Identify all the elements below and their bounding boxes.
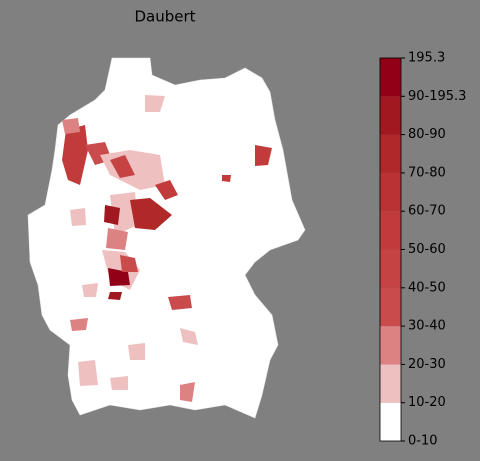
- legend-swatch: [380, 287, 401, 327]
- regions: [62, 95, 272, 402]
- country-outline: [27, 57, 306, 419]
- region: [130, 198, 172, 230]
- region: [104, 205, 120, 225]
- region: [110, 155, 135, 178]
- region: [62, 125, 88, 185]
- region: [70, 318, 88, 331]
- region: [120, 255, 138, 272]
- region: [78, 360, 98, 386]
- region: [108, 268, 130, 286]
- legend-label: 70-80: [408, 165, 446, 180]
- region: [62, 118, 80, 134]
- region: [255, 145, 272, 166]
- legend-swatch: [380, 211, 401, 250]
- legend-label: 60-70: [408, 204, 446, 219]
- region: [110, 376, 128, 390]
- legend-label: 195.3: [408, 51, 445, 66]
- legend-label: 80-90: [408, 127, 446, 142]
- legend-swatch: [380, 402, 401, 441]
- region: [108, 292, 122, 300]
- legend-swatch: [380, 134, 401, 173]
- legend-swatch: [380, 172, 401, 212]
- legend-swatch: [380, 364, 401, 403]
- map: [27, 57, 306, 419]
- legend-label: 30-40: [408, 319, 446, 334]
- region: [106, 228, 128, 250]
- legend-label: 90-195.3: [408, 89, 466, 104]
- legend-swatch: [380, 249, 401, 288]
- region: [180, 382, 195, 402]
- legend-swatch: [380, 326, 401, 365]
- map-title: Daubert: [134, 8, 195, 26]
- region: [222, 175, 231, 182]
- region: [128, 343, 145, 360]
- region: [168, 295, 192, 310]
- legend-label: 10-20: [408, 395, 446, 410]
- legend: 0-10 10-20 20-30 30-40 40-50 50-60 60-70 70-80 8…: [379, 51, 466, 449]
- legend-label: 40-50: [408, 280, 446, 295]
- legend-label: 50-60: [408, 242, 446, 257]
- region: [82, 283, 98, 297]
- legend-label: 0-10: [408, 434, 438, 449]
- region: [155, 180, 178, 200]
- legend-swatch: [380, 96, 401, 135]
- region: [70, 208, 86, 226]
- region: [180, 328, 198, 345]
- legend-label: 20-30: [408, 357, 446, 372]
- legend-swatch: [380, 58, 401, 97]
- region: [145, 95, 165, 112]
